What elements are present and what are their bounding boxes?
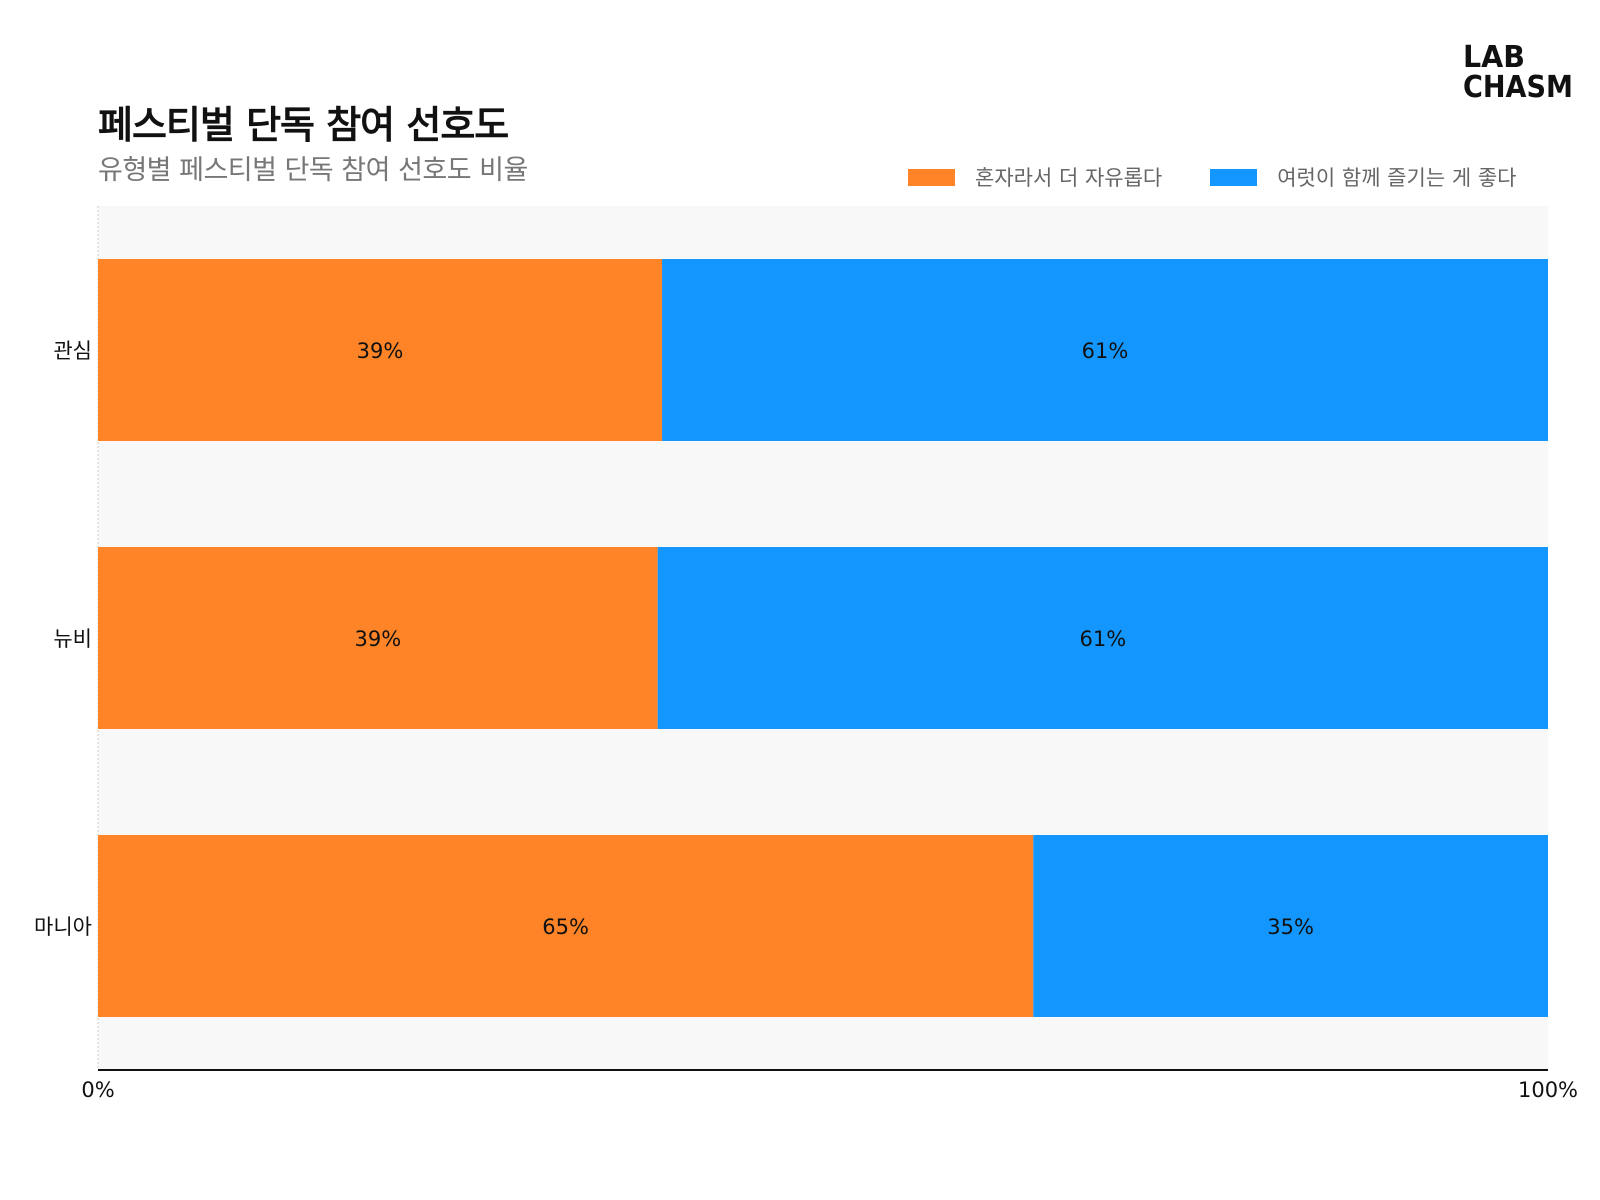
bar-segment-0 bbox=[98, 259, 663, 441]
chart-subtitle: 유형별 페스티벌 단독 참여 선호도 비율 bbox=[98, 155, 528, 186]
bar-segment-1 bbox=[657, 547, 1548, 729]
lab-chasm-logo: LAB CHASM bbox=[1463, 40, 1573, 98]
x-tick-label: 0% bbox=[81, 1078, 114, 1102]
legend-item-alone: 혼자라서 더 자유롭다 bbox=[908, 162, 1162, 192]
legend-swatch-orange bbox=[908, 168, 955, 186]
data-label: 35% bbox=[1267, 915, 1314, 939]
bar-segment-0 bbox=[98, 547, 658, 729]
svg-text:LAB: LAB bbox=[1463, 40, 1525, 75]
y-tick-label: 관심 bbox=[53, 339, 92, 363]
bar-segment-1 bbox=[662, 259, 1548, 441]
legend-item-together: 여럿이 함께 즐기는 게 좋다 bbox=[1210, 162, 1516, 192]
legend-swatch-blue bbox=[1210, 168, 1258, 186]
data-label: 61% bbox=[1082, 339, 1129, 363]
chart-title: 페스티벌 단독 참여 선호도 bbox=[98, 103, 509, 147]
data-label: 65% bbox=[542, 915, 589, 939]
data-label: 39% bbox=[355, 627, 402, 651]
legend: 혼자라서 더 자유롭다 여럿이 함께 즐기는 게 좋다 bbox=[908, 162, 1564, 192]
data-label: 61% bbox=[1080, 627, 1127, 651]
svg-text:CHASM: CHASM bbox=[1463, 70, 1573, 98]
legend-label: 여럿이 함께 즐기는 게 좋다 bbox=[1277, 166, 1517, 190]
bar-segment-1 bbox=[1033, 835, 1548, 1017]
bar-segment-0 bbox=[98, 835, 1034, 1017]
data-label: 39% bbox=[357, 339, 404, 363]
legend-label: 혼자라서 더 자유롭다 bbox=[975, 166, 1163, 190]
x-tick-label: 100% bbox=[1518, 1078, 1578, 1102]
y-tick-label: 마니아 bbox=[34, 915, 92, 939]
y-tick-label: 뉴비 bbox=[53, 627, 92, 651]
